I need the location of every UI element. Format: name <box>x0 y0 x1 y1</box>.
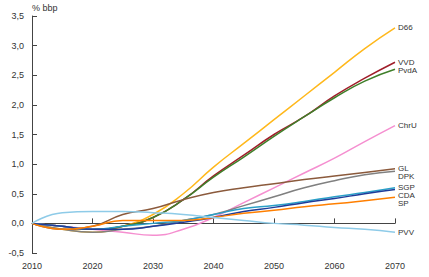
svg-text:1,0: 1,0 <box>11 159 24 169</box>
svg-text:2070: 2070 <box>385 261 405 271</box>
svg-text:D66: D66 <box>398 23 413 32</box>
svg-text:3,0: 3,0 <box>11 41 24 51</box>
svg-text:2030: 2030 <box>143 261 163 271</box>
svg-text:2,0: 2,0 <box>11 100 24 110</box>
svg-text:3,5: 3,5 <box>11 11 24 21</box>
svg-text:-0,5: -0,5 <box>8 248 24 258</box>
svg-text:PvdA: PvdA <box>398 66 418 75</box>
svg-text:2060: 2060 <box>324 261 344 271</box>
svg-text:% bbp: % bbp <box>32 3 58 13</box>
svg-text:1,5: 1,5 <box>11 130 24 140</box>
svg-text:SP: SP <box>398 199 409 208</box>
svg-text:DPK: DPK <box>398 172 415 181</box>
svg-text:2050: 2050 <box>264 261 284 271</box>
svg-text:ChrU: ChrU <box>398 121 417 130</box>
svg-text:0,0: 0,0 <box>11 218 24 228</box>
svg-text:0,5: 0,5 <box>11 189 24 199</box>
svg-text:SGP: SGP <box>398 183 415 193</box>
svg-text:2,5: 2,5 <box>11 70 24 80</box>
svg-text:2020: 2020 <box>82 261 102 271</box>
svg-text:GL: GL <box>398 164 409 174</box>
svg-text:CDA: CDA <box>398 191 415 201</box>
svg-text:PVV: PVV <box>398 228 415 237</box>
svg-text:2040: 2040 <box>203 261 223 271</box>
svg-text:VVD: VVD <box>398 57 415 67</box>
svg-text:2010: 2010 <box>22 261 42 271</box>
